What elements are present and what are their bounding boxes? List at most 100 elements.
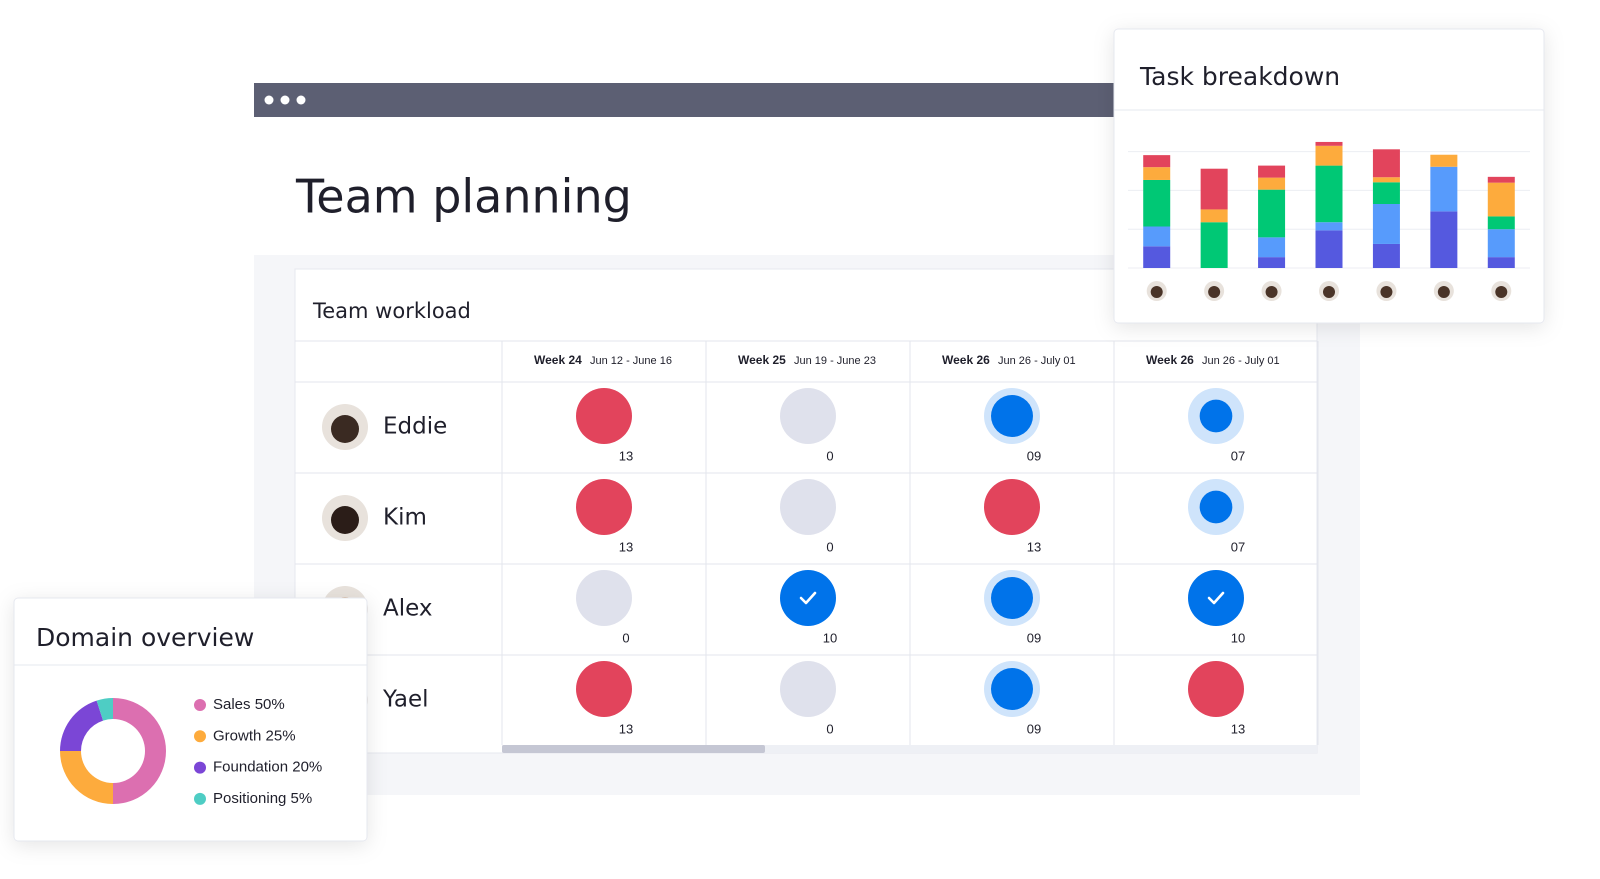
column-dates: Jun 19 - June 23 (794, 355, 876, 367)
bar-segment (1258, 165, 1286, 178)
bar-segment (1487, 229, 1515, 258)
workload-fill (1199, 399, 1233, 433)
pie-slice (113, 698, 166, 804)
bar-segment (1315, 141, 1343, 146)
domain-card (13, 597, 368, 842)
member-name: Eddie (383, 414, 447, 440)
workload-indicator (780, 661, 836, 717)
column-week: Week 26 (942, 353, 990, 367)
bar-segment (1372, 182, 1400, 204)
bar-segment (1430, 211, 1458, 268)
pie-slice (60, 700, 104, 752)
legend-label: Foundation 20% (213, 759, 322, 776)
workload-indicator (576, 388, 632, 444)
legend-dot (194, 699, 206, 711)
bar-segment (1372, 177, 1400, 183)
workload-value: 09 (1027, 630, 1041, 645)
workload-indicator (780, 479, 836, 535)
avatar-face (1495, 286, 1508, 298)
legend-label: Sales 50% (213, 696, 285, 713)
check-icon (1207, 591, 1225, 605)
window-dot (264, 95, 274, 105)
member-name: Yael (382, 687, 429, 713)
workload-value: 0 (826, 448, 833, 463)
bar-segment (1487, 216, 1515, 230)
task-chart (1128, 141, 1530, 301)
workload-fill (991, 395, 1033, 437)
member-name: Kim (383, 505, 427, 531)
bar-segment (1487, 182, 1515, 217)
workload-value: 13 (619, 539, 633, 554)
member-name: Alex (383, 596, 432, 622)
window-bar (254, 83, 1124, 117)
workload-value: 07 (1231, 539, 1245, 554)
bar-segment (1143, 226, 1171, 247)
workload-value: 09 (1027, 448, 1041, 463)
column-week: Week 25 (738, 353, 786, 367)
bar-segment (1200, 168, 1228, 210)
workload-indicator (780, 570, 836, 626)
avatar-face (1150, 286, 1163, 298)
bar-segment (1487, 257, 1515, 268)
pie-slice (60, 751, 113, 804)
bar-segment (1315, 230, 1343, 268)
legend-dot (194, 761, 206, 774)
bar-segment (1258, 189, 1286, 238)
legend-label: Growth 25% (213, 727, 296, 744)
workload-value: 09 (1027, 721, 1041, 736)
window-dot (280, 95, 290, 105)
workload-indicator (780, 388, 836, 444)
bar-segment (1258, 237, 1286, 258)
workload-indicator (576, 661, 632, 717)
bar-segment (1372, 149, 1400, 178)
workload-value: 13 (1231, 721, 1245, 736)
workload-value: 13 (1027, 539, 1041, 554)
bar-segment (1200, 222, 1228, 268)
avatar-face (331, 506, 359, 534)
workload-value: 13 (619, 721, 633, 736)
column-week: Week 26 (1146, 353, 1194, 367)
workload-value: 10 (823, 630, 837, 645)
bar-segment (1200, 209, 1228, 223)
workload-indicator (576, 570, 632, 626)
workload-fill (991, 668, 1033, 710)
workload-value: 0 (826, 721, 833, 736)
bar-segment (1315, 165, 1343, 223)
workload-value: 07 (1231, 448, 1245, 463)
avatar-face (1437, 286, 1450, 298)
bar-segment (1315, 145, 1343, 166)
avatar-face (331, 415, 359, 443)
bar-segment (1143, 155, 1171, 168)
pie-slice (96, 698, 113, 721)
column-dates: Jun 12 - June 16 (590, 355, 672, 367)
workload-fill (991, 577, 1033, 619)
bar-segment (1258, 257, 1286, 268)
avatar-face (1380, 286, 1393, 298)
task-title: Task breakdown (1139, 62, 1340, 91)
workload-indicator (1188, 661, 1244, 717)
bar-segment (1430, 166, 1458, 212)
avatar-face (1208, 286, 1221, 298)
workload-value: 0 (622, 630, 629, 645)
scrollbar-thumb[interactable] (502, 745, 765, 753)
bar-segment (1143, 179, 1171, 227)
bar-segment (1315, 222, 1343, 231)
bar-segment (1430, 154, 1458, 167)
legend-label: Positioning 5% (213, 790, 312, 807)
domain-chart: Sales 50% Growth 25% Foundation 20% Positio… (60, 696, 322, 807)
workload-title: Team workload (312, 299, 471, 323)
bar-segment (1487, 176, 1515, 183)
column-dates: Jun 26 - July 01 (998, 355, 1076, 367)
avatar-face (1323, 286, 1335, 298)
workload-indicator (1188, 570, 1244, 626)
column-week: Week 24 (534, 353, 582, 367)
legend-dot (194, 730, 206, 743)
bar-segment (1143, 167, 1171, 180)
avatar-face (1265, 286, 1278, 298)
workload-indicator (984, 479, 1040, 535)
bar-segment (1372, 204, 1400, 244)
workload-value: 13 (619, 448, 633, 463)
bar-segment (1143, 246, 1171, 268)
